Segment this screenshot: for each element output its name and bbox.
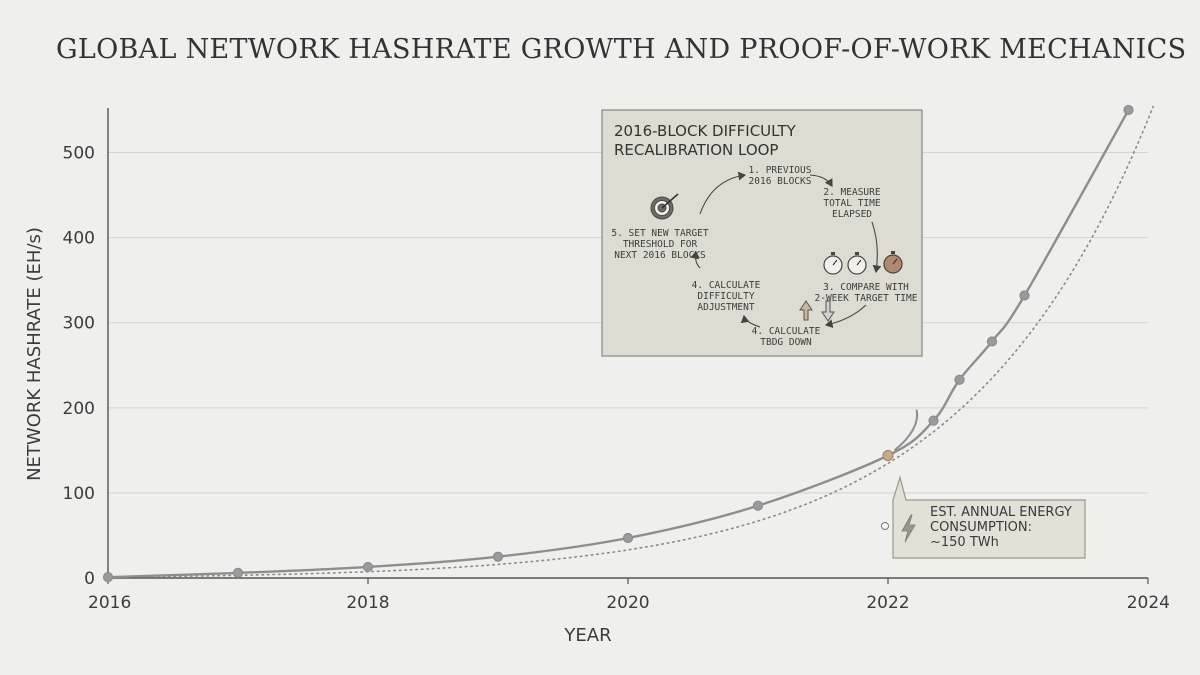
x-tick-label: 2020 bbox=[606, 593, 649, 613]
inset-step-text: 2. MEASURE bbox=[823, 187, 880, 198]
highlight-point bbox=[882, 449, 894, 461]
down-arrow bbox=[821, 300, 835, 322]
trend-line bbox=[107, 105, 1154, 578]
target-dart bbox=[661, 193, 679, 209]
callout-bullet bbox=[881, 522, 889, 530]
chart-title: GLOBAL NETWORK HASHRATE GROWTH AND PROOF… bbox=[56, 34, 1187, 65]
stopwatch-button bbox=[855, 252, 859, 255]
inset-title-line: RECALIBRATION LOOP bbox=[614, 141, 778, 159]
data-point bbox=[1123, 104, 1134, 116]
x-tick-label: 2024 bbox=[1127, 593, 1170, 613]
data-point bbox=[986, 336, 998, 347]
stopwatch-icon bbox=[823, 251, 903, 275]
stopwatch-hand bbox=[856, 259, 862, 266]
data-point bbox=[492, 551, 504, 562]
up-arrow bbox=[799, 300, 813, 321]
inset-step-text: NEXT 2016 BLOCKS bbox=[614, 250, 706, 261]
inset-step-text: 5. SET NEW TARGET bbox=[611, 228, 709, 239]
x-tick-label: 2018 bbox=[346, 593, 389, 613]
inset-title-line: 2016-BLOCK DIFFICULTY bbox=[614, 122, 797, 140]
y-tick-label: 100 bbox=[63, 484, 95, 504]
stopwatch-hand bbox=[892, 258, 898, 265]
inset-step-text: 3. COMPARE WITH bbox=[823, 282, 909, 293]
stopwatch-button bbox=[831, 252, 835, 255]
y-tick-label: 400 bbox=[63, 229, 95, 249]
y-tick-label: 300 bbox=[63, 314, 95, 334]
data-point bbox=[622, 532, 634, 544]
inset-step-text: 1. PREVIOUS bbox=[749, 165, 812, 176]
inset-step-text: TBDG DOWN bbox=[760, 337, 812, 348]
data-point bbox=[752, 500, 764, 511]
loop-arrow bbox=[690, 250, 701, 269]
inset-step-text: THRESHOLD FOR bbox=[623, 239, 698, 250]
callout-text-line: EST. ANNUAL ENERGY bbox=[930, 505, 1072, 520]
inset-step-text: TOTAL TIME bbox=[823, 198, 880, 209]
inset-panel bbox=[601, 109, 923, 357]
stopwatch-hand bbox=[832, 259, 838, 266]
inset-step-text: 4. CALCULATE bbox=[752, 326, 821, 337]
loop-arrow bbox=[824, 304, 867, 328]
inset-step-text: 2-WEEK TARGET TIME bbox=[815, 293, 918, 304]
inset-step-text: ADJUSTMENT bbox=[697, 302, 754, 313]
data-point bbox=[954, 374, 965, 385]
callout-box bbox=[892, 475, 1086, 559]
inset-step-text: ELAPSED bbox=[832, 209, 872, 220]
loop-arrow bbox=[809, 174, 833, 187]
loop-arrow bbox=[740, 314, 761, 328]
x-axis-label: YEAR bbox=[563, 625, 611, 646]
y-tick-label: 200 bbox=[63, 399, 95, 419]
target-icon bbox=[650, 193, 679, 220]
y-tick-label: 500 bbox=[63, 144, 95, 164]
loop-arrow bbox=[699, 171, 747, 215]
inset-step-text: DIFFICULTY bbox=[697, 291, 754, 302]
data-point bbox=[232, 567, 244, 578]
data-point bbox=[1019, 290, 1030, 301]
inset-step-text: 2016 BLOCKS bbox=[749, 176, 812, 187]
y-axis-label: NETWORK HASHRATE (EH/s) bbox=[24, 227, 45, 481]
up-down-arrows-icon bbox=[799, 300, 835, 322]
lightning-bolt-icon bbox=[901, 514, 916, 543]
callout-text-line: CONSUMPTION: bbox=[930, 520, 1032, 535]
loop-arrow bbox=[871, 221, 882, 274]
callout-text-line: ~150 TWh bbox=[930, 535, 999, 550]
data-point bbox=[102, 572, 114, 583]
inset-step-text: 4. CALCULATE bbox=[692, 280, 761, 291]
x-tick-label: 2016 bbox=[88, 593, 131, 613]
x-tick-label: 2022 bbox=[866, 593, 909, 613]
line-kink bbox=[893, 409, 919, 452]
y-tick-label: 0 bbox=[84, 569, 95, 589]
stopwatch-button bbox=[891, 251, 895, 254]
data-point bbox=[362, 561, 374, 573]
data-point bbox=[928, 415, 939, 426]
